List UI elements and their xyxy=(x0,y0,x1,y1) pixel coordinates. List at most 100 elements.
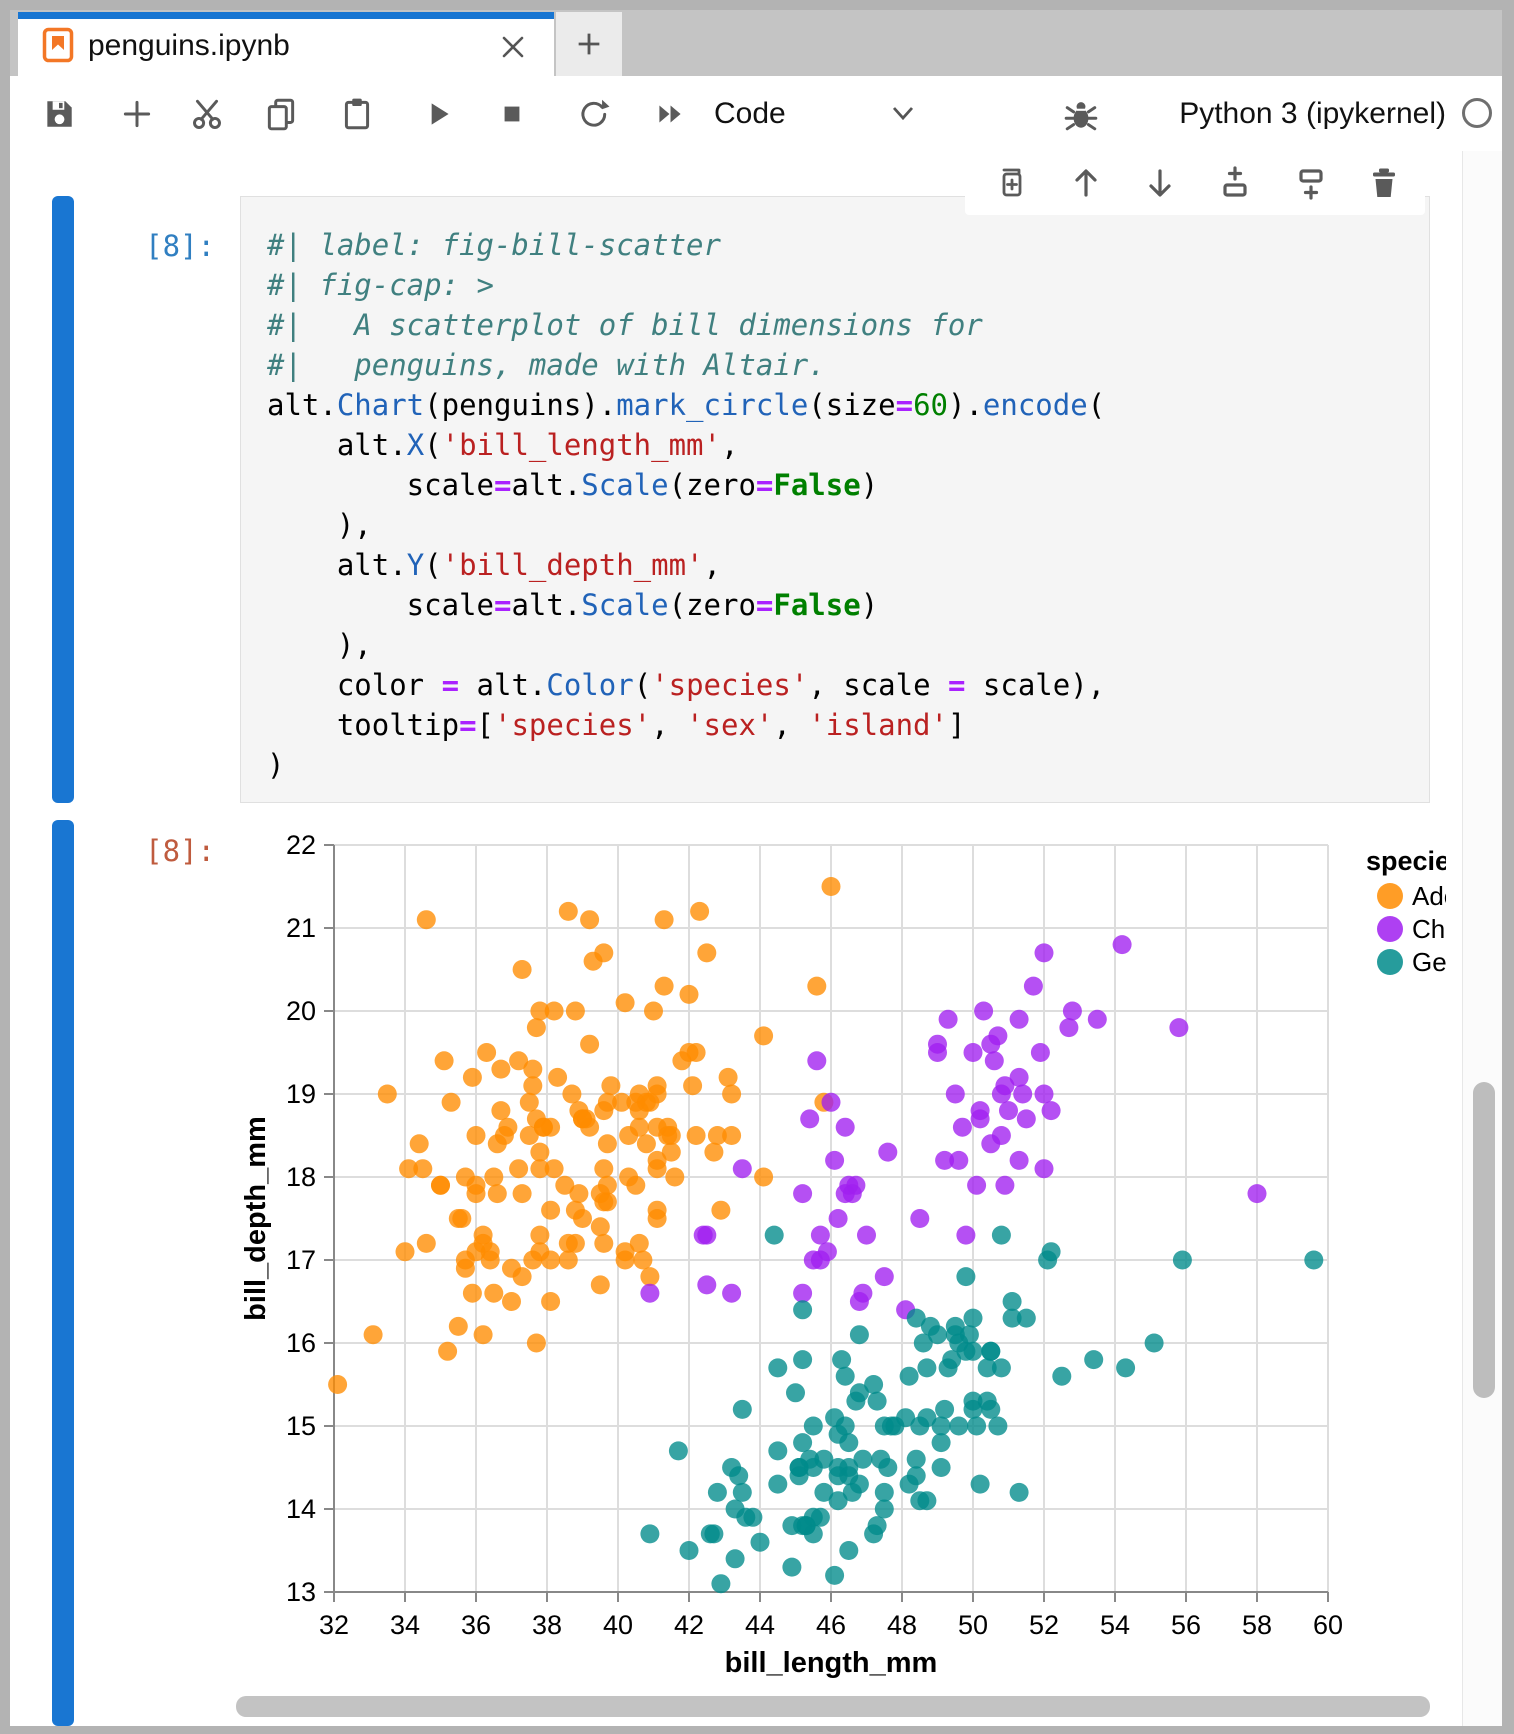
data-point-adelie[interactable] xyxy=(562,1084,582,1104)
data-point-adelie[interactable] xyxy=(431,1175,450,1195)
data-point-adelie[interactable] xyxy=(466,1242,486,1262)
data-point-adelie[interactable] xyxy=(683,1076,703,1096)
data-point-adelie[interactable] xyxy=(615,993,635,1013)
data-point-adelie[interactable] xyxy=(590,1217,610,1237)
data-point-adelie[interactable] xyxy=(484,1283,504,1303)
data-point-adelie[interactable] xyxy=(544,1159,564,1179)
data-point-adelie[interactable] xyxy=(565,1200,585,1220)
data-point-gentoo[interactable] xyxy=(1002,1292,1022,1311)
data-point-adelie[interactable] xyxy=(491,1101,511,1121)
data-point-gentoo[interactable] xyxy=(835,1416,855,1436)
data-point-adelie[interactable] xyxy=(661,1126,681,1145)
data-point-adelie[interactable] xyxy=(654,976,674,996)
code-cell-editor[interactable]: #| label: fig-bill-scatter #| fig-cap: > #… xyxy=(240,196,1430,803)
data-point-gentoo[interactable] xyxy=(1144,1333,1164,1353)
data-point-adelie[interactable] xyxy=(597,1134,617,1154)
data-point-gentoo[interactable] xyxy=(906,1466,926,1486)
data-point-chinstrap[interactable] xyxy=(722,1283,742,1303)
data-point-chinstrap[interactable] xyxy=(697,1225,717,1245)
data-point-chinstrap[interactable] xyxy=(793,1184,813,1204)
data-point-chinstrap[interactable] xyxy=(835,1117,855,1137)
data-point-gentoo[interactable] xyxy=(864,1524,884,1544)
data-point-chinstrap[interactable] xyxy=(1041,1101,1061,1121)
data-point-adelie[interactable] xyxy=(597,1175,617,1195)
data-point-gentoo[interactable] xyxy=(874,1499,894,1519)
data-point-adelie[interactable] xyxy=(594,1233,614,1253)
data-point-adelie[interactable] xyxy=(530,1225,550,1245)
data-point-chinstrap[interactable] xyxy=(1023,976,1043,996)
data-point-gentoo[interactable] xyxy=(786,1383,805,1403)
data-point-chinstrap[interactable] xyxy=(945,1084,965,1104)
data-point-gentoo[interactable] xyxy=(874,1482,894,1502)
vertical-scrollbar-track[interactable] xyxy=(1462,151,1502,1726)
data-point-adelie[interactable] xyxy=(409,1134,429,1154)
data-point-adelie[interactable] xyxy=(466,1126,486,1145)
data-point-adelie[interactable] xyxy=(530,1159,550,1179)
data-point-gentoo[interactable] xyxy=(935,1399,955,1419)
data-point-adelie[interactable] xyxy=(754,1026,774,1046)
data-point-adelie[interactable] xyxy=(526,1018,546,1038)
output-collapser[interactable] xyxy=(52,820,74,1726)
data-point-chinstrap[interactable] xyxy=(995,1175,1015,1195)
tab-penguins-ipynb[interactable]: penguins.ipynb xyxy=(18,12,554,76)
data-point-chinstrap[interactable] xyxy=(874,1267,894,1287)
data-point-gentoo[interactable] xyxy=(825,1565,845,1585)
data-point-chinstrap[interactable] xyxy=(1009,1009,1029,1029)
data-point-adelie[interactable] xyxy=(452,1209,472,1228)
data-point-chinstrap[interactable] xyxy=(949,1150,969,1170)
data-point-gentoo[interactable] xyxy=(803,1416,823,1436)
data-point-gentoo[interactable] xyxy=(1016,1308,1036,1328)
data-point-chinstrap[interactable] xyxy=(878,1142,898,1162)
data-point-gentoo[interactable] xyxy=(732,1482,752,1502)
scatterplot-output[interactable]: 32 34 36 38 40 42 44 46 48 50 52 54 56 58 60 13 14 15 16 17… xyxy=(240,810,1502,1710)
data-point-chinstrap[interactable] xyxy=(1247,1184,1267,1204)
data-point-adelie[interactable] xyxy=(707,1126,727,1145)
data-point-adelie[interactable] xyxy=(654,910,674,930)
data-point-gentoo[interactable] xyxy=(750,1532,770,1552)
data-point-gentoo[interactable] xyxy=(793,1433,813,1453)
data-point-gentoo[interactable] xyxy=(839,1541,859,1560)
data-point-chinstrap[interactable] xyxy=(1030,1043,1050,1062)
data-point-adelie[interactable] xyxy=(416,910,436,930)
data-point-chinstrap[interactable] xyxy=(952,1117,972,1137)
data-point-adelie[interactable] xyxy=(512,960,532,979)
data-point-adelie[interactable] xyxy=(565,1001,585,1021)
data-point-gentoo[interactable] xyxy=(917,1358,937,1378)
data-point-adelie[interactable] xyxy=(533,1117,553,1137)
data-point-chinstrap[interactable] xyxy=(974,1001,994,1021)
data-point-chinstrap[interactable] xyxy=(991,1084,1011,1104)
data-point-gentoo[interactable] xyxy=(729,1466,749,1486)
data-point-adelie[interactable] xyxy=(590,1275,610,1295)
data-point-gentoo[interactable] xyxy=(1052,1366,1072,1386)
data-point-adelie[interactable] xyxy=(512,1184,532,1204)
data-point-gentoo[interactable] xyxy=(704,1524,724,1544)
data-point-chinstrap[interactable] xyxy=(956,1225,976,1245)
data-point-adelie[interactable] xyxy=(487,1134,507,1154)
cut-cells-icon[interactable] xyxy=(189,96,225,132)
data-point-adelie[interactable] xyxy=(580,910,600,930)
code-area[interactable]: #| label: fig-bill-scatter #| fig-cap: > #… xyxy=(241,197,1429,785)
input-collapser[interactable] xyxy=(52,196,74,803)
data-point-adelie[interactable] xyxy=(615,1242,635,1262)
data-point-adelie[interactable] xyxy=(594,943,614,963)
data-point-adelie[interactable] xyxy=(633,1250,653,1270)
data-point-adelie[interactable] xyxy=(434,1051,454,1071)
data-point-adelie[interactable] xyxy=(512,1267,532,1287)
data-point-chinstrap[interactable] xyxy=(810,1225,830,1245)
data-point-gentoo[interactable] xyxy=(707,1482,727,1502)
insert-cell-below-icon[interactable] xyxy=(1292,164,1330,202)
data-point-gentoo[interactable] xyxy=(1304,1250,1324,1270)
data-point-gentoo[interactable] xyxy=(977,1358,997,1378)
data-point-adelie[interactable] xyxy=(612,1092,632,1112)
data-point-adelie[interactable] xyxy=(722,1126,742,1145)
data-point-adelie[interactable] xyxy=(519,1092,539,1112)
data-point-adelie[interactable] xyxy=(462,1283,482,1303)
data-point-gentoo[interactable] xyxy=(768,1474,788,1494)
data-point-adelie[interactable] xyxy=(661,1142,681,1162)
data-point-adelie[interactable] xyxy=(548,1067,568,1087)
data-point-adelie[interactable] xyxy=(448,1316,468,1336)
data-point-chinstrap[interactable] xyxy=(970,1109,990,1129)
data-point-adelie[interactable] xyxy=(821,877,841,896)
data-point-adelie[interactable] xyxy=(722,1084,742,1104)
data-point-adelie[interactable] xyxy=(523,1250,543,1270)
